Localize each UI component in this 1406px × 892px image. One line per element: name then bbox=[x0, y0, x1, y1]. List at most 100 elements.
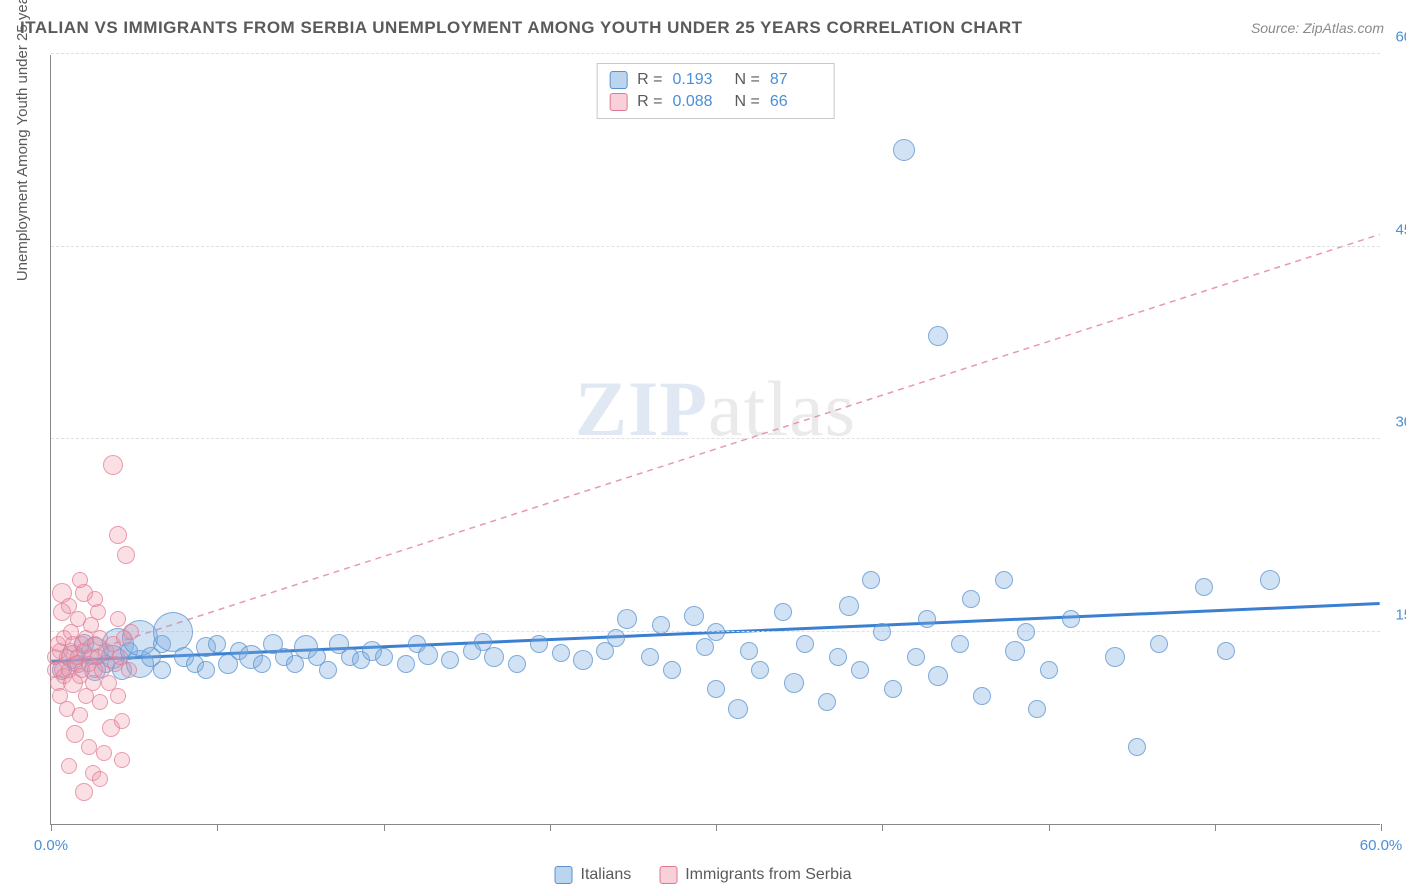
data-point bbox=[253, 655, 271, 673]
stats-row: R = 0.193 N = 87 bbox=[609, 69, 822, 91]
data-point bbox=[928, 666, 948, 686]
legend-swatch bbox=[609, 71, 627, 89]
r-label: R = bbox=[637, 71, 662, 89]
watermark: ZIPatlas bbox=[575, 364, 856, 454]
data-point bbox=[1028, 700, 1046, 718]
data-point bbox=[103, 455, 123, 475]
data-point bbox=[851, 661, 869, 679]
data-point bbox=[839, 596, 859, 616]
ytick-label: 15.0% bbox=[1384, 606, 1406, 623]
data-point bbox=[123, 624, 139, 640]
data-point bbox=[153, 661, 171, 679]
bottom-legend: Italians Immigrants from Serbia bbox=[555, 866, 852, 884]
data-point bbox=[740, 642, 758, 660]
n-label: N = bbox=[735, 71, 760, 89]
chart-title: ITALIAN VS IMMIGRANTS FROM SERBIA UNEMPL… bbox=[20, 18, 1023, 38]
data-point bbox=[884, 680, 902, 698]
data-point bbox=[66, 725, 84, 743]
legend-item: Immigrants from Serbia bbox=[659, 866, 851, 884]
trend-line bbox=[51, 234, 1379, 663]
data-point bbox=[375, 648, 393, 666]
xtick bbox=[1049, 824, 1050, 831]
n-value: 87 bbox=[770, 71, 822, 89]
data-point bbox=[652, 616, 670, 634]
data-point bbox=[110, 688, 126, 704]
stats-row: R =0.088N =66 bbox=[609, 91, 822, 113]
xtick-label: 60.0% bbox=[1360, 837, 1403, 854]
r-value: 0.193 bbox=[673, 71, 725, 89]
data-point bbox=[72, 572, 88, 588]
gridline bbox=[51, 438, 1380, 439]
data-point bbox=[1260, 570, 1280, 590]
data-point bbox=[973, 687, 991, 705]
legend-swatch bbox=[609, 93, 627, 111]
data-point bbox=[1017, 623, 1035, 641]
data-point bbox=[1217, 642, 1235, 660]
data-point bbox=[1105, 647, 1125, 667]
data-point bbox=[728, 699, 748, 719]
data-point bbox=[907, 648, 925, 666]
data-point bbox=[663, 661, 681, 679]
xtick bbox=[51, 824, 52, 831]
xtick bbox=[1215, 824, 1216, 831]
legend-label: Immigrants from Serbia bbox=[685, 866, 851, 884]
xtick bbox=[550, 824, 551, 831]
data-point bbox=[552, 644, 570, 662]
n-value: 66 bbox=[770, 93, 822, 111]
data-point bbox=[893, 139, 915, 161]
data-point bbox=[508, 655, 526, 673]
data-point bbox=[96, 745, 112, 761]
data-point bbox=[696, 638, 714, 656]
data-point bbox=[707, 680, 725, 698]
data-point bbox=[1150, 635, 1168, 653]
data-point bbox=[928, 326, 948, 346]
data-point bbox=[92, 694, 108, 710]
r-label: R = bbox=[637, 93, 662, 111]
ytick-label: 60.0% bbox=[1384, 29, 1406, 46]
data-point bbox=[109, 526, 127, 544]
data-point bbox=[951, 635, 969, 653]
data-point bbox=[61, 758, 77, 774]
data-point bbox=[641, 648, 659, 666]
xtick-label: 0.0% bbox=[34, 837, 68, 854]
y-axis-label: Unemployment Among Youth under 25 years bbox=[14, 0, 31, 281]
data-point bbox=[962, 590, 980, 608]
plot-area: ZIPatlas R =0.193N =87R =0.088N =66 15.0… bbox=[50, 55, 1380, 825]
data-point bbox=[707, 623, 725, 641]
data-point bbox=[197, 661, 215, 679]
xtick bbox=[1381, 824, 1382, 831]
data-point bbox=[81, 739, 97, 755]
gridline bbox=[51, 53, 1380, 54]
data-point bbox=[530, 635, 548, 653]
data-point bbox=[117, 546, 135, 564]
data-point bbox=[918, 610, 936, 628]
xtick bbox=[882, 824, 883, 831]
data-point bbox=[114, 752, 130, 768]
data-point bbox=[1128, 738, 1146, 756]
data-point bbox=[784, 673, 804, 693]
trend-lines bbox=[51, 55, 1380, 824]
legend-item: Italians bbox=[555, 866, 632, 884]
data-point bbox=[607, 629, 625, 647]
legend-swatch bbox=[659, 866, 677, 884]
data-point bbox=[121, 662, 137, 678]
data-point bbox=[796, 635, 814, 653]
data-point bbox=[319, 661, 337, 679]
data-point bbox=[484, 647, 504, 667]
data-point bbox=[751, 661, 769, 679]
data-point bbox=[397, 655, 415, 673]
data-point bbox=[995, 571, 1013, 589]
data-point bbox=[1040, 661, 1058, 679]
data-point bbox=[818, 693, 836, 711]
legend-label: Italians bbox=[581, 866, 632, 884]
data-point bbox=[684, 606, 704, 626]
data-point bbox=[774, 603, 792, 621]
gridline bbox=[51, 246, 1380, 247]
r-value: 0.088 bbox=[673, 93, 725, 111]
stats-legend: R =0.193N =87R =0.088N =66 bbox=[596, 63, 835, 119]
ytick-label: 45.0% bbox=[1384, 221, 1406, 238]
legend-swatch bbox=[555, 866, 573, 884]
data-point bbox=[153, 612, 193, 652]
data-point bbox=[873, 623, 891, 641]
data-point bbox=[441, 651, 459, 669]
